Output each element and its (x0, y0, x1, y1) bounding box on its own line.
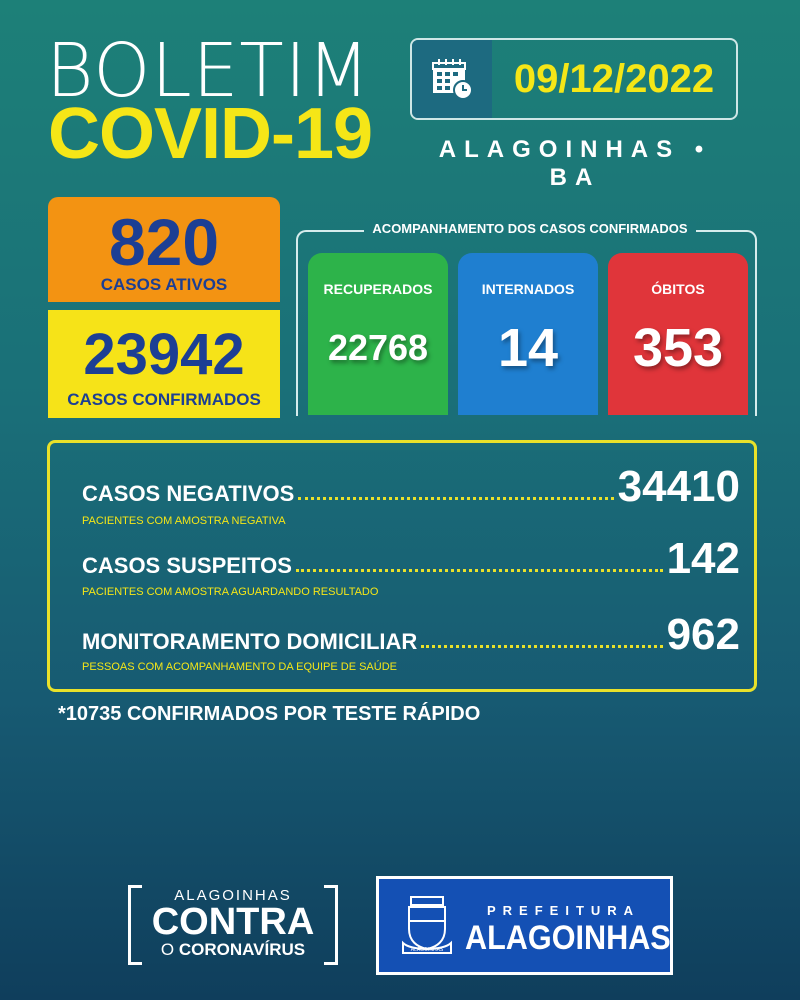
location: ALAGOINHAS • BA (438, 136, 712, 191)
active-cases-box: 820 CASOS ATIVOS (48, 197, 280, 302)
detail-row-home-monitoring: MONITORAMENTO DOMICILIAR 962 (82, 610, 740, 659)
hospitalized-value: 14 (497, 318, 559, 378)
footnote: *10735 CONFIRMADOS POR TESTE RÁPIDO (58, 703, 481, 725)
detail-row-negative: CASOS NEGATIVOS 34410 (82, 462, 740, 511)
confirmed-cases-box: 23942 CASOS CONFIRMADOS (48, 310, 280, 418)
tracking-title: ACOMPANHAMENTO DOS CASOS CONFIRMADOS (330, 221, 730, 236)
hospitalized-card: INTERNADOS 14 (458, 253, 598, 415)
deaths-label: ÓBITOS (651, 281, 705, 297)
deaths-card: ÓBITOS 353 (608, 253, 748, 415)
city-hall-logo: ALAGOINHAS PREFEITURA ALAGOINHAS (376, 876, 673, 975)
bulletin-date: 09/12/2022 (513, 56, 715, 101)
city-crest-icon: ALAGOINHAS (402, 896, 452, 954)
detail-note: PACIENTES COM AMOSTRA AGUARDANDO RESULTA… (82, 586, 379, 598)
recovered-label: RECUPERADOS (323, 281, 433, 297)
details-box: CASOS NEGATIVOS 34410 PACIENTES COM AMOST… (47, 440, 757, 692)
title-covid: COVID-19 (48, 94, 373, 174)
active-cases-value: 820 (108, 205, 220, 279)
detail-note: PACIENTES COM AMOSTRA NEGATIVA (82, 515, 286, 527)
calendar-clock-icon (412, 40, 492, 118)
deaths-value: 353 (632, 318, 724, 378)
active-cases-label: CASOS ATIVOS (100, 275, 228, 294)
hospitalized-label: INTERNADOS (481, 281, 575, 297)
campaign-logo: ALAGOINHAS CONTRA O CORONAVÍRUS (128, 885, 338, 965)
detail-note: PESSOAS COM ACOMPANHAMENTO DA EQUIPE DE … (82, 661, 397, 673)
detail-row-suspected: CASOS SUSPEITOS 142 (82, 534, 740, 583)
confirmed-cases-label: CASOS CONFIRMADOS (67, 390, 261, 409)
recovered-value: 22768 (327, 327, 429, 368)
svg-text:ALAGOINHAS: ALAGOINHAS (411, 947, 444, 953)
recovered-card: RECUPERADOS 22768 (308, 253, 448, 415)
confirmed-cases-value: 23942 (83, 322, 245, 387)
title-boletim: BOLETIM (46, 28, 371, 114)
date-box: 09/12/2022 (410, 38, 738, 120)
